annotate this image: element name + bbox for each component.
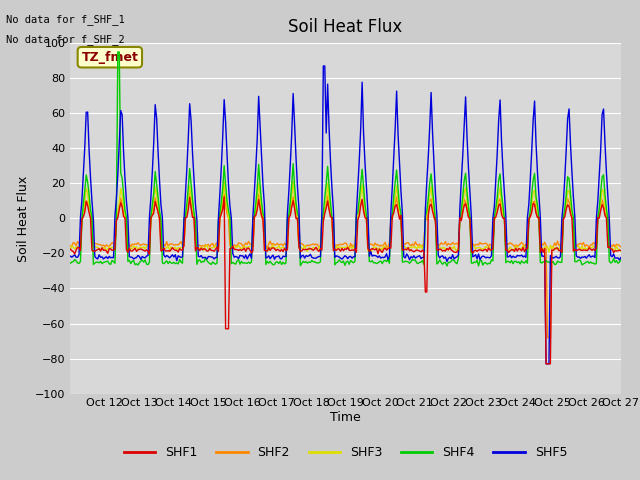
Text: No data for f_SHF_1: No data for f_SHF_1 — [6, 14, 125, 25]
X-axis label: Time: Time — [330, 411, 361, 424]
Legend: SHF1, SHF2, SHF3, SHF4, SHF5: SHF1, SHF2, SHF3, SHF4, SHF5 — [119, 442, 572, 465]
Text: TZ_fmet: TZ_fmet — [81, 51, 138, 64]
Y-axis label: Soil Heat Flux: Soil Heat Flux — [17, 175, 29, 262]
Text: No data for f_SHF_2: No data for f_SHF_2 — [6, 34, 125, 45]
Title: Soil Heat Flux: Soil Heat Flux — [289, 18, 403, 36]
